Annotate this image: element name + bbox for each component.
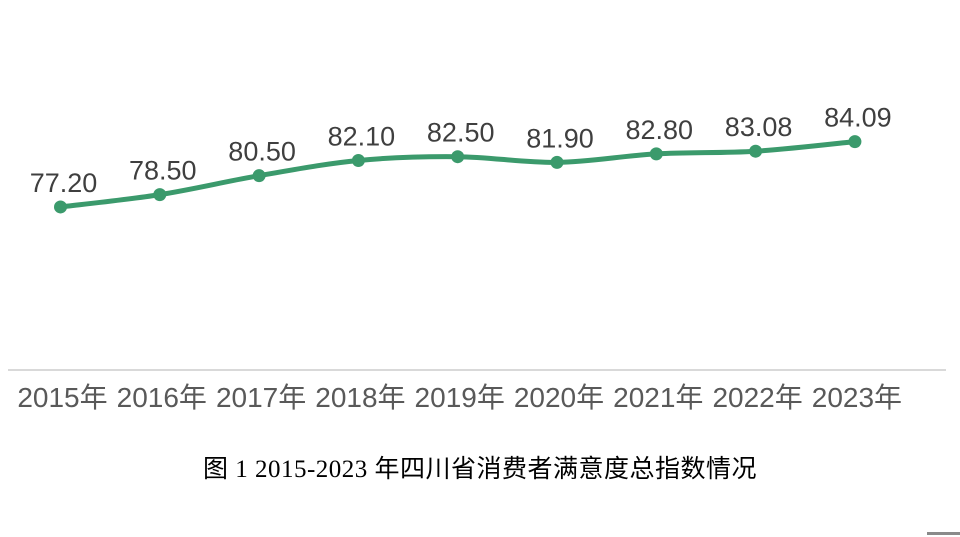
data-point-2022年 xyxy=(749,144,763,158)
data-label-2019年: 82.50 xyxy=(427,118,495,148)
x-tick-2019年: 2019年 xyxy=(415,382,505,413)
x-tick-2016年: 2016年 xyxy=(117,382,207,413)
data-label-2018年: 82.10 xyxy=(328,121,396,151)
data-label-2020年: 81.90 xyxy=(526,123,594,153)
data-point-2016年 xyxy=(153,188,167,202)
data-point-2023年 xyxy=(848,135,862,149)
x-tick-2023年: 2023年 xyxy=(812,382,902,413)
data-label-2022年: 83.08 xyxy=(725,112,793,142)
data-point-2018年 xyxy=(351,153,365,167)
data-point-2019年 xyxy=(451,150,465,164)
data-point-2015年 xyxy=(54,200,67,214)
data-label-2017年: 80.50 xyxy=(228,137,296,167)
x-tick-2020年: 2020年 xyxy=(514,382,604,413)
x-tick-2022年: 2022年 xyxy=(712,382,802,413)
data-point-2017年 xyxy=(252,169,266,183)
x-tick-2021年: 2021年 xyxy=(613,382,703,413)
x-tick-2017年: 2017年 xyxy=(216,382,306,413)
data-point-2020年 xyxy=(550,155,564,169)
figure-caption: 图 1 2015-2023 年四川省消费者满意度总指数情况 xyxy=(202,456,758,483)
data-point-2021年 xyxy=(649,147,663,161)
data-label-2023年: 84.09 xyxy=(824,103,892,133)
data-label-2016年: 78.50 xyxy=(129,156,197,186)
data-label-2015年: 77.20 xyxy=(30,168,98,198)
data-label-2021年: 82.80 xyxy=(626,115,694,145)
x-tick-2018年: 2018年 xyxy=(315,382,405,413)
corner-artifact-bar xyxy=(927,532,960,535)
x-tick-2015年: 2015年 xyxy=(17,382,107,413)
